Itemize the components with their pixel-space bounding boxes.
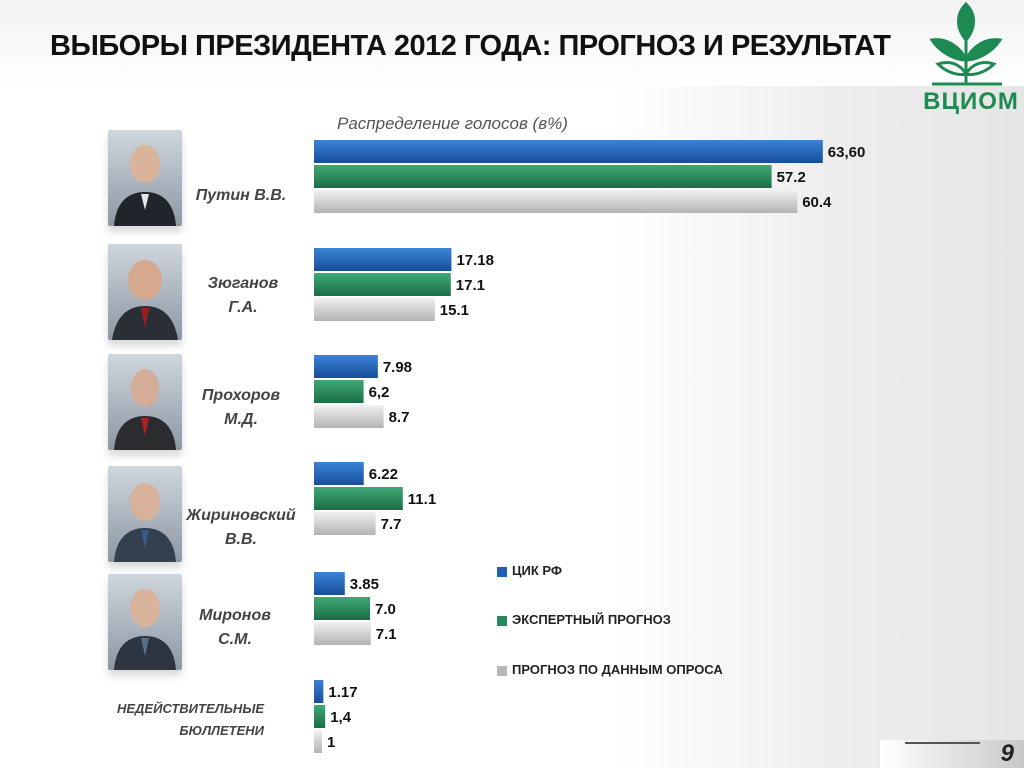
- bar-label-survey-2: 8.7: [389, 409, 410, 426]
- candidate-photo-zhirinovsky: [108, 466, 182, 562]
- bar-cik-1: [314, 248, 452, 271]
- bar-expert-2: [314, 380, 364, 403]
- bar-expert-5: [314, 705, 326, 728]
- candidate-name-line2: Г.А.: [228, 299, 258, 316]
- bar-cik-4: [314, 572, 345, 595]
- bar-label-cik-5: 1.17: [328, 684, 357, 701]
- header-band: [0, 0, 1024, 86]
- bar-label-survey-3: 7.7: [381, 516, 402, 533]
- bar-label-expert-1: 17.1: [456, 277, 485, 294]
- candidate-photo-zyuganov: [108, 244, 182, 340]
- bar-label-survey-5: 1: [327, 734, 335, 751]
- bar-cik-3: [314, 462, 364, 485]
- candidate-name-zyuganov: Зюганов Г.А.: [188, 272, 298, 320]
- candidate-name-line2: М.Д.: [224, 411, 258, 428]
- bar-label-cik-1: 17.18: [456, 252, 494, 269]
- bar-survey-3: [314, 512, 376, 535]
- bar-label-survey-0: 60.4: [802, 194, 832, 211]
- candidate-name-line1: Прохоров: [201, 387, 281, 404]
- bar-label-expert-0: 57.2: [777, 169, 806, 186]
- bar-cik-2: [314, 355, 378, 378]
- candidate-name-line2: В.В.: [225, 531, 257, 548]
- legend-label: ЭКСПЕРТНЫЙ ПРОГНОЗ: [512, 612, 671, 627]
- bar-label-cik-0: 63,60: [828, 144, 866, 161]
- invalid-label-line2: БЮЛЛЕТЕНИ: [179, 723, 264, 738]
- footer-divider: [905, 742, 980, 744]
- bar-label-expert-2: 6,2: [369, 384, 390, 401]
- bar-survey-4: [314, 622, 371, 645]
- invalid-label-line1: НЕДЕЙСТВИТЕЛЬНЫЕ: [116, 701, 264, 716]
- bar-label-expert-4: 7.0: [375, 601, 396, 618]
- bar-label-survey-1: 15.1: [440, 302, 469, 319]
- legend-label: ЦИК РФ: [512, 563, 562, 578]
- plant-sprout-icon: [929, 1, 1003, 86]
- candidate-photo-mironov: [108, 574, 182, 670]
- candidate-name-line2: С.М.: [218, 631, 252, 648]
- candidate-photo-putin: [108, 130, 182, 226]
- candidate-name-line1: Миронов: [199, 607, 271, 624]
- candidate-photo-prokhorov: [108, 354, 182, 450]
- legend-label: ПРОГНОЗ ПО ДАННЫМ ОПРОСА: [512, 662, 723, 677]
- legend-swatch-green: [497, 615, 507, 626]
- bar-cik-5: [314, 680, 324, 703]
- logo-text: ВЦИОМ: [923, 88, 1019, 115]
- chart-subtitle: Распределение голосов (в%): [337, 114, 568, 133]
- page-number: 9: [1000, 740, 1014, 767]
- bar-expert-3: [314, 487, 403, 510]
- bar-survey-5: [314, 730, 322, 753]
- bar-label-survey-4: 7.1: [376, 626, 397, 643]
- candidate-name-zhirinovsky: Жириновский В.В.: [178, 504, 304, 552]
- legend-swatch-gray: [497, 665, 507, 676]
- page-title: ВЫБОРЫ ПРЕЗИДЕНТА 2012 ГОДА: ПРОГНОЗ И Р…: [50, 30, 891, 62]
- bar-survey-1: [314, 298, 435, 321]
- candidate-name-line1: Зюганов: [207, 275, 279, 292]
- footer-band: [880, 740, 1024, 768]
- bar-label-cik-2: 7.98: [383, 359, 412, 376]
- bar-label-cik-4: 3.85: [350, 576, 379, 593]
- candidate-name-prokhorov: Прохоров М.Д.: [186, 384, 296, 432]
- bar-expert-0: [314, 165, 772, 188]
- legend-item-survey: ПРОГНОЗ ПО ДАННЫМ ОПРОСА: [497, 662, 723, 677]
- candidate-name-mironov: Миронов С.М.: [180, 604, 290, 652]
- legend-item-expert: ЭКСПЕРТНЫЙ ПРОГНОЗ: [497, 612, 671, 627]
- bar-label-expert-5: 1,4: [330, 709, 352, 726]
- legend-item-cik: ЦИК РФ: [497, 563, 562, 578]
- invalid-ballots-label: НЕДЕЙСТВИТЕЛЬНЫЕ БЮЛЛЕТЕНИ: [90, 698, 264, 742]
- candidate-name-putin: Путин В.В.: [186, 184, 296, 208]
- bar-expert-1: [314, 273, 451, 296]
- legend-swatch-blue: [497, 566, 507, 577]
- bar-label-expert-3: 11.1: [408, 491, 436, 508]
- bar-expert-4: [314, 597, 370, 620]
- bar-label-cik-3: 6.22: [369, 466, 398, 483]
- candidate-name-line1: Путин В.В.: [195, 187, 287, 204]
- candidate-name-line1: Жириновский: [186, 507, 296, 524]
- bar-survey-2: [314, 405, 384, 428]
- bar-cik-0: [314, 140, 823, 163]
- bar-survey-0: [314, 190, 798, 213]
